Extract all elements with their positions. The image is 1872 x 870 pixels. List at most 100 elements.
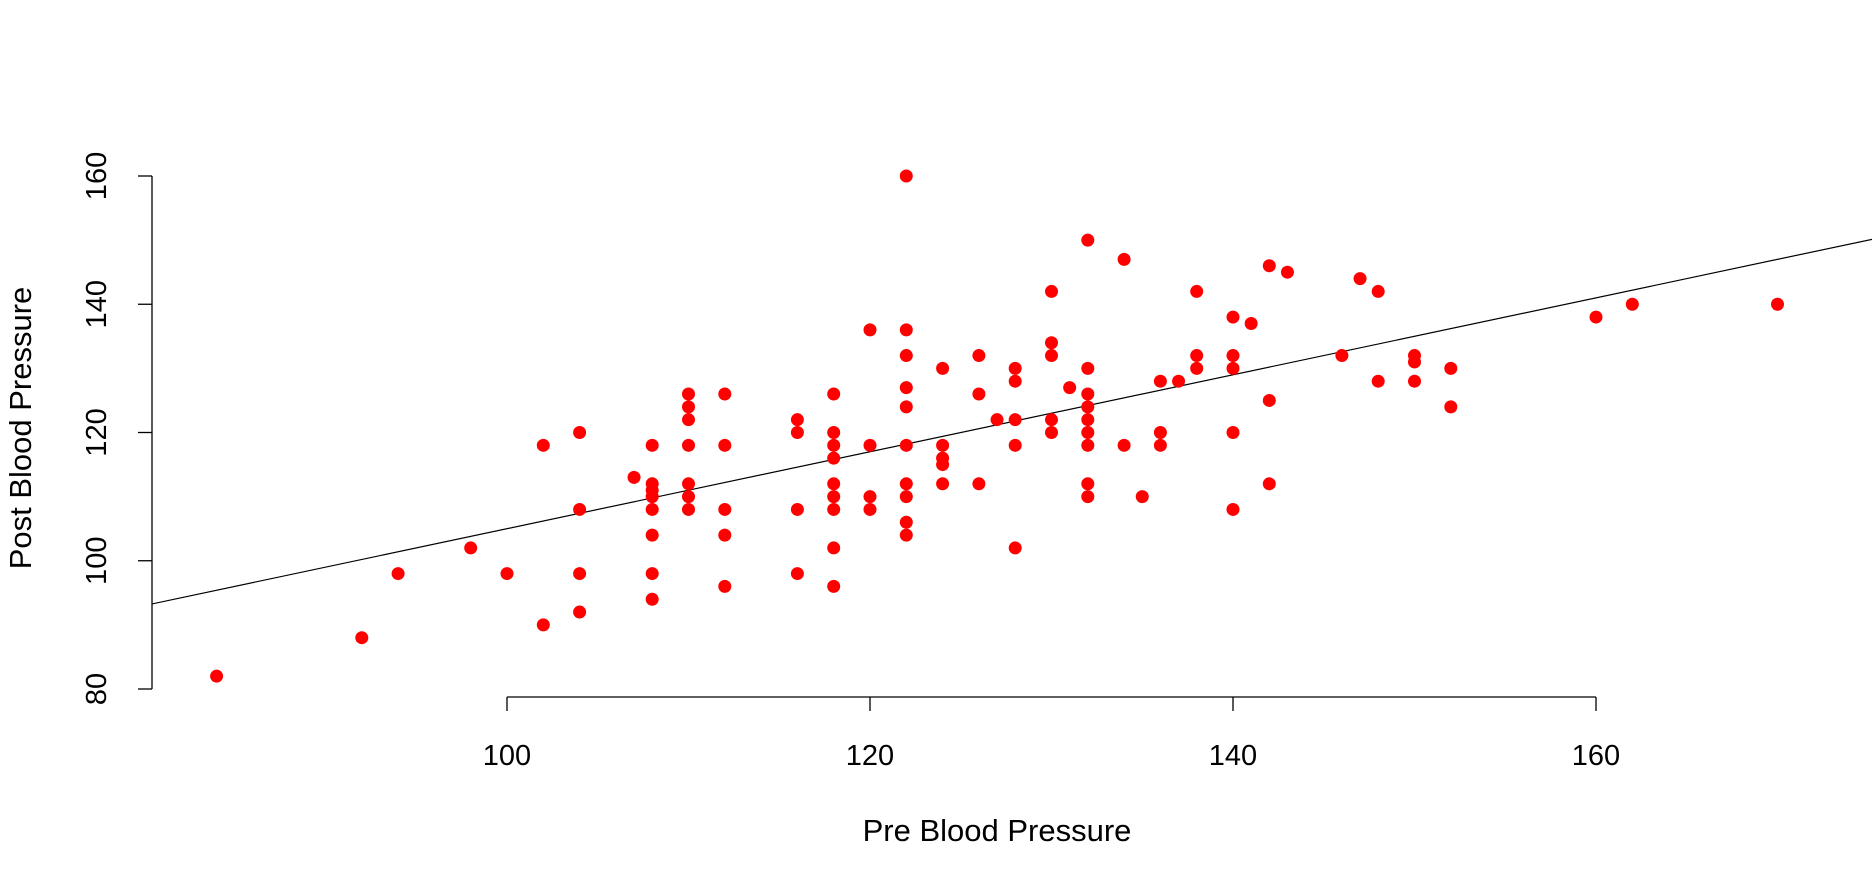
- data-point: [718, 502, 732, 516]
- data-point: [1045, 349, 1058, 363]
- data-point: [1262, 477, 1276, 491]
- data-point: [1117, 438, 1131, 452]
- data-point: [1190, 284, 1204, 298]
- data-point: [1226, 426, 1240, 439]
- data-point: [790, 413, 804, 427]
- data-point: [682, 387, 695, 401]
- data-point: [1081, 413, 1095, 427]
- x-tick-label: 100: [483, 740, 531, 772]
- data-point: [1190, 361, 1204, 375]
- data-point: [1371, 284, 1385, 298]
- data-point: [790, 502, 804, 516]
- data-points-layer: [210, 169, 1784, 683]
- x-tick-label: 140: [1209, 740, 1257, 772]
- data-point: [827, 579, 841, 593]
- data-point: [1771, 297, 1784, 311]
- data-point: [391, 567, 405, 581]
- data-point: [863, 490, 877, 504]
- data-point: [1008, 374, 1022, 388]
- x-tick-label: 160: [1572, 740, 1620, 772]
- data-point: [645, 502, 659, 516]
- data-point: [645, 438, 659, 452]
- data-point: [827, 438, 841, 452]
- data-point: [990, 413, 1004, 427]
- data-point: [899, 381, 913, 395]
- data-point: [536, 438, 550, 452]
- data-point: [682, 413, 695, 427]
- data-point: [936, 438, 950, 452]
- data-point: [1444, 361, 1458, 375]
- data-point: [936, 477, 950, 491]
- data-point: [1625, 297, 1639, 311]
- data-point: [1081, 477, 1095, 491]
- data-point: [1153, 374, 1167, 388]
- data-point: [936, 361, 950, 375]
- data-point: [1262, 259, 1276, 273]
- data-point: [1008, 541, 1022, 555]
- data-point: [899, 169, 913, 183]
- data-point: [573, 502, 587, 516]
- data-point: [682, 438, 695, 452]
- y-axis: 80 100 120 140 160: [81, 152, 153, 705]
- data-point: [790, 567, 804, 581]
- data-point: [1153, 426, 1167, 439]
- data-point: [1335, 349, 1349, 363]
- data-point: [573, 605, 587, 619]
- data-point: [645, 490, 659, 504]
- data-point: [718, 579, 732, 593]
- data-point: [1045, 284, 1058, 298]
- data-point: [1262, 393, 1276, 407]
- data-point: [1226, 349, 1240, 363]
- regression-line-layer: [152, 238, 1872, 605]
- data-point: [1081, 387, 1095, 401]
- data-point: [899, 515, 913, 529]
- data-point: [827, 541, 841, 555]
- data-point: [682, 502, 695, 516]
- data-point: [1081, 400, 1095, 414]
- data-point: [863, 438, 877, 452]
- data-point: [1444, 400, 1458, 414]
- data-point: [899, 490, 913, 504]
- y-tick-label: 100: [81, 537, 113, 585]
- data-point: [899, 323, 913, 337]
- data-point: [1117, 252, 1131, 266]
- data-point: [1226, 502, 1240, 516]
- data-point: [1408, 355, 1421, 369]
- data-point: [936, 458, 950, 472]
- data-point: [899, 438, 913, 452]
- data-point: [1244, 316, 1258, 330]
- data-point: [827, 502, 841, 516]
- data-point: [1153, 438, 1167, 452]
- data-point: [1190, 349, 1204, 363]
- data-point: [645, 592, 659, 606]
- data-point: [718, 528, 732, 542]
- data-point: [827, 477, 841, 491]
- data-point: [1045, 413, 1058, 427]
- regression-line: [152, 238, 1872, 605]
- data-point: [1172, 374, 1186, 388]
- data-point: [899, 400, 913, 414]
- data-point: [645, 567, 659, 581]
- data-point: [355, 631, 369, 645]
- y-tick-label: 160: [81, 152, 113, 200]
- data-point: [1371, 374, 1385, 388]
- data-point: [1280, 265, 1294, 279]
- data-point: [1226, 361, 1240, 375]
- data-point: [1008, 438, 1022, 452]
- data-point: [1226, 310, 1240, 324]
- data-point: [682, 477, 695, 491]
- data-point: [1081, 426, 1095, 439]
- x-tick-label: 120: [846, 740, 894, 772]
- x-axis: 100 120 140 160: [483, 696, 1620, 772]
- data-point: [573, 426, 587, 439]
- data-point: [972, 349, 986, 363]
- data-point: [464, 541, 478, 555]
- data-point: [1063, 381, 1077, 395]
- data-point: [790, 426, 804, 439]
- data-point: [1081, 233, 1095, 247]
- y-tick-label: 140: [81, 280, 113, 328]
- y-axis-title: Post Blood Pressure: [3, 287, 38, 570]
- data-point: [682, 400, 695, 414]
- data-point: [863, 323, 877, 337]
